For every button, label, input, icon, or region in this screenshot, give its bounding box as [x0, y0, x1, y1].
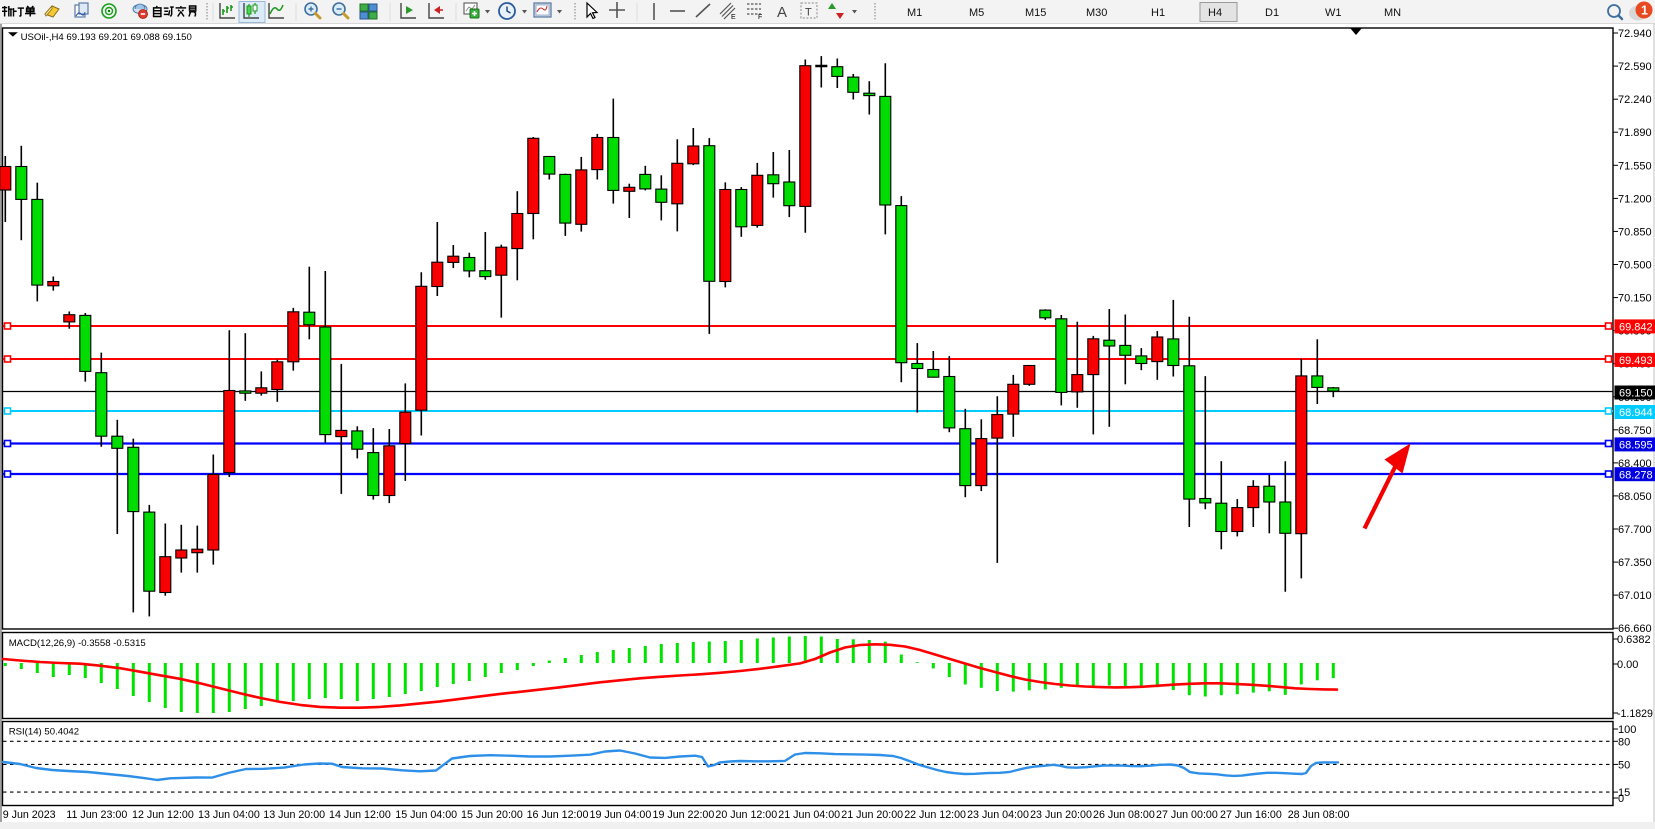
svg-text:72.240: 72.240 — [1618, 94, 1652, 106]
svg-text:68.278: 68.278 — [1619, 469, 1653, 481]
svg-text:M30: M30 — [1086, 7, 1107, 19]
svg-text:68.050: 68.050 — [1618, 491, 1652, 503]
svg-text:22 Jun 12:00: 22 Jun 12:00 — [904, 809, 966, 821]
svg-text:80: 80 — [1618, 736, 1630, 748]
svg-text:-1.1829: -1.1829 — [1617, 708, 1653, 720]
svg-text:D1: D1 — [1265, 7, 1279, 19]
svg-text:20 Jun 12:00: 20 Jun 12:00 — [715, 809, 777, 821]
svg-text:27 Jun 00:00: 27 Jun 00:00 — [1156, 809, 1218, 821]
svg-text:F: F — [758, 14, 762, 21]
svg-text:1: 1 — [1641, 4, 1648, 18]
svg-text:69.493: 69.493 — [1619, 355, 1653, 367]
svg-text:16 Jun 12:00: 16 Jun 12:00 — [527, 809, 589, 821]
svg-text:67.010: 67.010 — [1618, 590, 1652, 602]
svg-text:15 Jun 04:00: 15 Jun 04:00 — [395, 809, 457, 821]
svg-text:70.850: 70.850 — [1618, 226, 1652, 238]
svg-text:26 Jun 08:00: 26 Jun 08:00 — [1093, 809, 1155, 821]
svg-text:RSI(14) 50.4042: RSI(14) 50.4042 — [9, 727, 79, 738]
svg-text:H4: H4 — [1208, 7, 1222, 19]
svg-text:70.500: 70.500 — [1618, 260, 1652, 272]
svg-text:12 Jun 12:00: 12 Jun 12:00 — [132, 809, 194, 821]
svg-text:M15: M15 — [1025, 7, 1046, 19]
svg-text:11 Jun 23:00: 11 Jun 23:00 — [66, 809, 127, 821]
svg-text:68.400: 68.400 — [1618, 458, 1652, 470]
svg-text:15 Jun 20:00: 15 Jun 20:00 — [461, 809, 523, 821]
svg-text:70.150: 70.150 — [1618, 293, 1652, 305]
svg-text:M5: M5 — [969, 7, 984, 19]
svg-text:15: 15 — [1618, 787, 1630, 799]
svg-text:13 Jun 04:00: 13 Jun 04:00 — [198, 809, 260, 821]
svg-text:21 Jun 20:00: 21 Jun 20:00 — [841, 809, 903, 821]
svg-text:0.6382: 0.6382 — [1617, 634, 1651, 646]
svg-text:USOil-,H4 69.193 69.201 69.08: USOil-,H4 69.193 69.201 69.088 69.150 — [21, 32, 192, 43]
svg-text:A: A — [777, 4, 787, 21]
svg-text:69.150: 69.150 — [1619, 388, 1653, 400]
svg-text:67.700: 67.700 — [1618, 524, 1652, 536]
svg-text:66.660: 66.660 — [1618, 623, 1652, 635]
svg-text:MN: MN — [1384, 7, 1401, 19]
svg-text:68.595: 68.595 — [1619, 440, 1653, 452]
svg-text:23 Jun 20:00: 23 Jun 20:00 — [1030, 809, 1092, 821]
svg-text:W1: W1 — [1325, 7, 1342, 19]
svg-text:27 Jun 16:00: 27 Jun 16:00 — [1220, 809, 1282, 821]
svg-text:72.590: 72.590 — [1618, 61, 1652, 73]
svg-text:71.200: 71.200 — [1618, 193, 1652, 205]
svg-text:H1: H1 — [1151, 7, 1165, 19]
svg-text:68.750: 68.750 — [1618, 425, 1652, 437]
svg-text:21 Jun 04:00: 21 Jun 04:00 — [778, 809, 840, 821]
svg-text:68.944: 68.944 — [1619, 407, 1653, 419]
svg-text:M1: M1 — [907, 7, 922, 19]
svg-text:50: 50 — [1618, 759, 1630, 771]
svg-text:71.890: 71.890 — [1618, 127, 1652, 139]
svg-text:MACD(12,26,9) -0.3558 -0.5315: MACD(12,26,9) -0.3558 -0.5315 — [9, 638, 146, 649]
svg-text:T: T — [805, 7, 812, 19]
svg-text:E: E — [731, 14, 736, 21]
svg-text:19 Jun 22:00: 19 Jun 22:00 — [653, 809, 715, 821]
svg-text:13 Jun 20:00: 13 Jun 20:00 — [263, 809, 325, 821]
svg-text:28 Jun 08:00: 28 Jun 08:00 — [1288, 809, 1350, 821]
svg-text:72.940: 72.940 — [1618, 28, 1652, 40]
svg-text:0.00: 0.00 — [1617, 659, 1638, 671]
svg-text:23 Jun 04:00: 23 Jun 04:00 — [967, 809, 1029, 821]
svg-text:9 Jun 2023: 9 Jun 2023 — [3, 809, 56, 821]
svg-text:67.350: 67.350 — [1618, 557, 1652, 569]
svg-text:19 Jun 04:00: 19 Jun 04:00 — [590, 809, 652, 821]
svg-text:69.842: 69.842 — [1619, 322, 1653, 334]
svg-text:0: 0 — [1618, 793, 1624, 805]
svg-text:100: 100 — [1618, 724, 1636, 736]
svg-text:14 Jun 12:00: 14 Jun 12:00 — [329, 809, 391, 821]
svg-text:71.550: 71.550 — [1618, 160, 1652, 172]
